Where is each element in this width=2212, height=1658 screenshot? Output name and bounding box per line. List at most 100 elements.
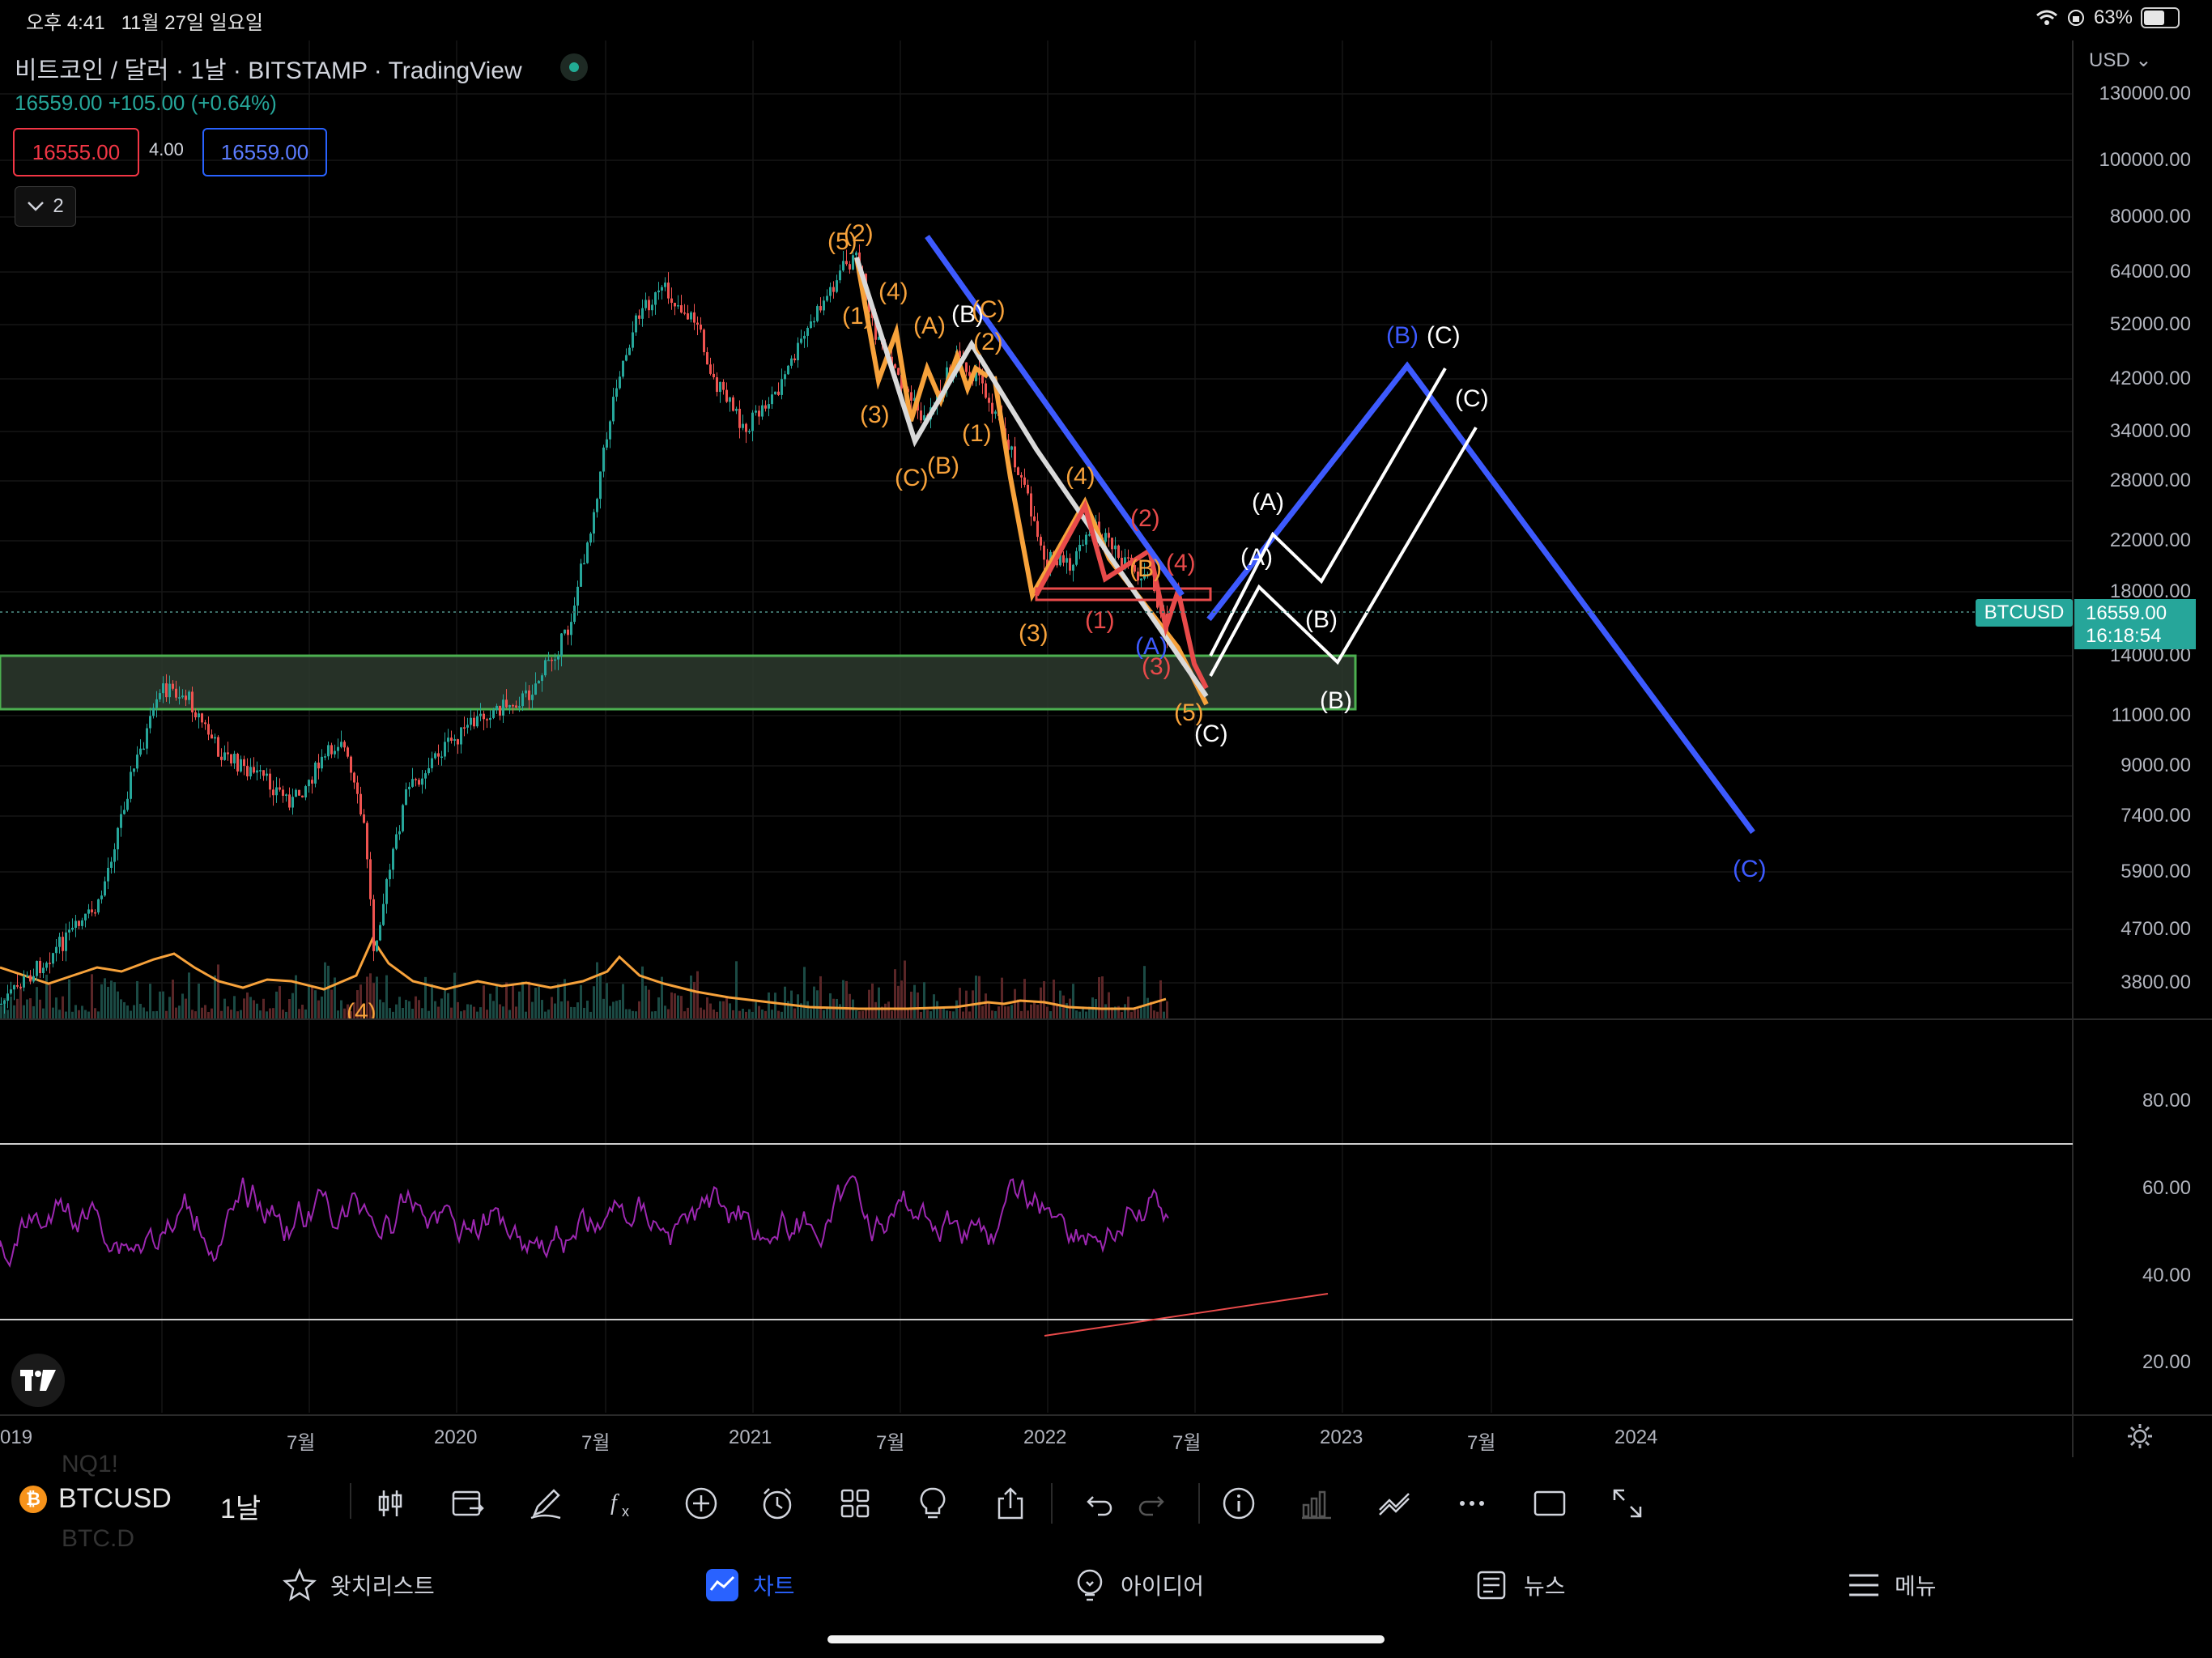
nav-chart[interactable]: 차트 — [704, 1567, 795, 1603]
wave-label: (3) — [1019, 620, 1049, 647]
volume-bar — [36, 987, 38, 1018]
candle-body — [343, 742, 346, 748]
candle-body — [32, 976, 35, 982]
share-button[interactable] — [991, 1464, 1030, 1543]
volume-button[interactable] — [1297, 1464, 1336, 1543]
price-axis-label: 100000.00 — [2099, 149, 2191, 171]
candle-body — [725, 389, 728, 402]
candle-body — [751, 412, 754, 432]
ideas-button[interactable] — [913, 1464, 952, 1543]
volume-bar — [855, 1010, 857, 1018]
info-button[interactable] — [1219, 1464, 1258, 1543]
chart-title[interactable]: 비트코인 / 달러 · 1날 · BITSTAMP · TradingView — [15, 57, 522, 84]
gear-icon[interactable] — [2127, 1423, 2153, 1449]
currency-selector[interactable]: USD ⌄ — [2089, 49, 2152, 71]
market-status-indicator[interactable] — [560, 53, 588, 81]
volume-bar — [379, 999, 381, 1018]
alert-button[interactable] — [758, 1464, 797, 1543]
candle-body — [761, 405, 764, 417]
volume-bar — [628, 1009, 631, 1018]
candle-body — [988, 397, 990, 403]
buy-button[interactable]: 16559.00 — [202, 128, 327, 176]
indicators-toggle[interactable]: 2 — [15, 186, 76, 227]
candle-body — [508, 705, 511, 708]
tradingview-logo[interactable] — [11, 1354, 65, 1407]
nav-ideas[interactable]: 아이디어 — [1072, 1567, 1204, 1603]
candle-body — [635, 315, 637, 333]
volume-bar — [602, 998, 605, 1018]
candle-body — [661, 287, 663, 291]
home-indicator[interactable] — [827, 1635, 1385, 1643]
volume-bar — [599, 973, 602, 1018]
price-axis-label: 5900.00 — [2121, 861, 2191, 882]
draw-button[interactable] — [526, 1464, 565, 1543]
chart-type-button[interactable] — [371, 1464, 410, 1543]
candle-body — [706, 351, 708, 365]
add-button[interactable] — [682, 1464, 721, 1543]
candle-body — [42, 967, 45, 974]
volume-bar — [849, 993, 851, 1018]
support-zone[interactable] — [0, 654, 1357, 711]
redo-button[interactable] — [1135, 1464, 1174, 1543]
candle-body — [240, 759, 242, 772]
candle-body — [609, 421, 611, 440]
candle-body — [236, 754, 239, 772]
undo-button[interactable] — [1077, 1464, 1116, 1543]
volume-bar — [904, 960, 906, 1018]
candle-body — [314, 762, 317, 784]
candle-body — [149, 716, 151, 729]
price-axis-label: 3800.00 — [2121, 971, 2191, 993]
candle-body — [968, 372, 971, 376]
volume-bar — [923, 982, 925, 1018]
volume-bar — [722, 1001, 725, 1018]
volume-bar — [661, 976, 663, 1018]
bar-countdown: 16:18:54 — [2086, 625, 2162, 647]
volume-bar — [291, 993, 294, 1018]
sell-button[interactable]: 16555.00 — [13, 128, 139, 176]
bitcoin-icon: ₿ — [19, 1485, 47, 1513]
nav-watchlist[interactable]: 왓치리스트 — [282, 1567, 435, 1603]
candle-body — [327, 745, 330, 757]
candle-body — [521, 693, 524, 707]
candle-body — [334, 750, 336, 755]
volume-bar — [139, 1003, 142, 1018]
candle-body — [557, 656, 559, 660]
volume-bar — [894, 969, 896, 1018]
nav-news[interactable]: 뉴스 — [1475, 1567, 1566, 1603]
volume-bar — [0, 1005, 2, 1018]
volume-bar — [288, 999, 291, 1018]
volume-bar — [285, 1011, 287, 1018]
volume-bar — [382, 1002, 385, 1018]
fullscreen-box-button[interactable] — [1530, 1464, 1569, 1543]
volume-bar — [327, 965, 330, 1018]
volume-bar — [907, 1009, 909, 1018]
price-axis-label: 64000.00 — [2109, 261, 2191, 283]
symbol-search-button[interactable]: ₿ BTCUSD — [19, 1483, 172, 1515]
candle-body — [868, 300, 870, 312]
volume-bar — [275, 991, 278, 1018]
volume-bar — [227, 1006, 229, 1018]
wave-label: (A) — [913, 312, 946, 339]
compare-button[interactable] — [449, 1464, 487, 1543]
layouts-button[interactable] — [836, 1464, 874, 1543]
candle-body — [534, 683, 537, 695]
volume-bar — [703, 1010, 705, 1018]
nav-menu[interactable]: 메뉴 — [1846, 1567, 1937, 1603]
candle-body — [107, 867, 109, 882]
price-candles[interactable] — [0, 244, 1168, 1014]
candle-body — [249, 767, 252, 776]
more-button[interactable] — [1453, 1464, 1491, 1543]
expand-button[interactable] — [1608, 1464, 1647, 1543]
volume-bar — [654, 1011, 657, 1018]
candle-body — [347, 747, 349, 757]
volume-bar — [871, 983, 874, 1018]
signals-button[interactable] — [1375, 1464, 1414, 1543]
candle-body — [1078, 545, 1081, 551]
interval-button[interactable]: 1날 — [220, 1494, 262, 1524]
candle-body — [0, 1003, 2, 1005]
candle-body — [531, 695, 534, 700]
volume-bar — [1163, 1011, 1165, 1018]
